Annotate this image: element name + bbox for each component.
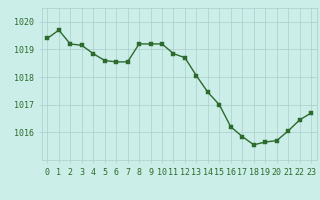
Text: Graphe pression niveau de la mer (hPa): Graphe pression niveau de la mer (hPa) (48, 179, 272, 189)
